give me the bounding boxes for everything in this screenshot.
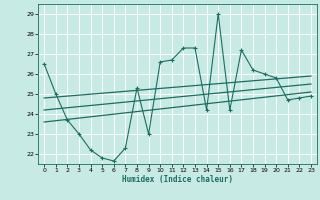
X-axis label: Humidex (Indice chaleur): Humidex (Indice chaleur) <box>122 175 233 184</box>
